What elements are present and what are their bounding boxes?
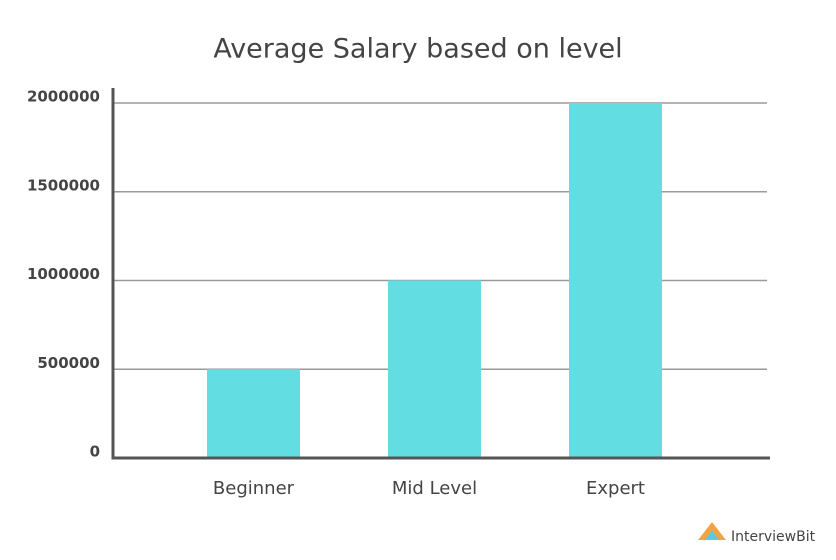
y-tick-label: 2000000 [27, 88, 100, 106]
bar [207, 369, 300, 458]
bar [569, 103, 662, 458]
x-tick-label: Mid Level [392, 478, 477, 499]
y-tick-label: 1500000 [27, 176, 100, 194]
logo-icon [705, 530, 719, 540]
x-tick-label: Beginner [213, 478, 295, 499]
logo [698, 522, 726, 540]
y-tick-label: 0 [90, 443, 100, 461]
watermark: InterviewBit [731, 529, 816, 545]
y-tick-label: 1000000 [27, 265, 100, 283]
chart-title: Average Salary based on level [213, 34, 622, 65]
bar [388, 280, 481, 458]
x-tick-label: Expert [586, 478, 645, 499]
y-tick-label: 500000 [37, 354, 100, 372]
